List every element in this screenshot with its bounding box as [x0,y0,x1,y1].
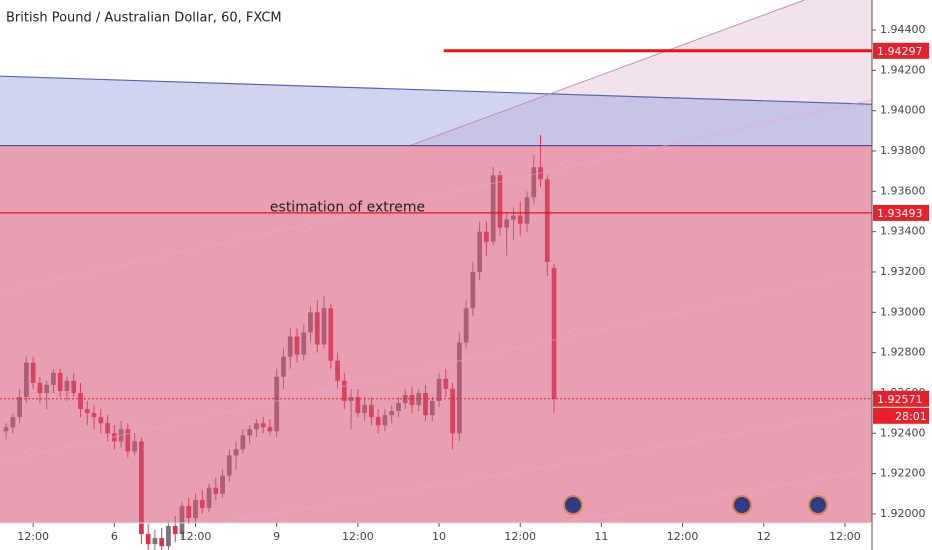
y-tick-label: 1.92800 [880,346,926,359]
level-tag-label: 1.94297 [877,45,923,58]
countdown-label: 28:01 [895,410,927,423]
level-tag [873,204,929,221]
y-tick-label: 1.93600 [880,184,926,197]
x-tick-label: 12:00 [829,530,861,543]
candle-body [145,534,151,545]
y-tick-label: 1.94000 [880,104,926,117]
event-icons [563,495,828,515]
x-tick-label: 9 [273,530,280,543]
zone-overlay [0,145,872,523]
x-tick-label: 12:00 [504,530,536,543]
price-axis-bg [872,0,932,550]
flag-icon[interactable] [732,495,752,515]
y-tick-label: 1.93000 [880,305,926,318]
candle-body [152,538,158,545]
y-tick-label: 1.94400 [880,23,926,36]
background [0,0,873,147]
y-tick-label: 1.93400 [880,225,926,238]
level-tag-label: 1.93493 [877,207,923,220]
y-tick-label: 1.92400 [880,426,926,439]
channel-parallel [0,269,873,463]
candle-body [166,526,171,547]
flag-icon[interactable] [808,495,828,515]
channel-top-line [0,75,873,105]
level-tag [873,42,929,59]
y-tick-label: 1.94200 [880,63,926,76]
x-tick-label: 12:00 [667,530,699,543]
x-tick-label: 11 [594,530,608,543]
last-price-label: 1.92571 [877,393,923,406]
chart-title: British Pound / Australian Dollar, 60, F… [6,11,282,26]
x-tick-label: 12:00 [180,530,212,543]
channel-parallel [219,409,873,524]
rising-zone [409,0,872,146]
rising-line [409,0,805,147]
y-tick-label: 1.92200 [880,467,926,480]
y-tick-label: 1.93800 [880,144,926,157]
last-price-tag [873,390,929,407]
x-tick-label: 6 [111,530,118,543]
channel-zone [0,76,872,146]
annotation: estimation of extreme [270,199,425,215]
candle-body [172,526,178,535]
x-tick-label: 12:00 [17,530,49,543]
y-tick-label: 1.93200 [880,265,926,278]
x-tick-label: 12 [757,530,771,543]
x-tick-label: 12:00 [342,530,374,543]
overlay: estimation of extreme [0,49,873,524]
channel-parallel [0,99,873,293]
countdown-tag [873,407,929,424]
flag-icon[interactable] [563,495,583,515]
candle-body [159,538,165,547]
x-tick-label: 10 [432,530,446,543]
channel-parallel [559,469,873,524]
y-tick-label: 1.92000 [880,507,926,520]
